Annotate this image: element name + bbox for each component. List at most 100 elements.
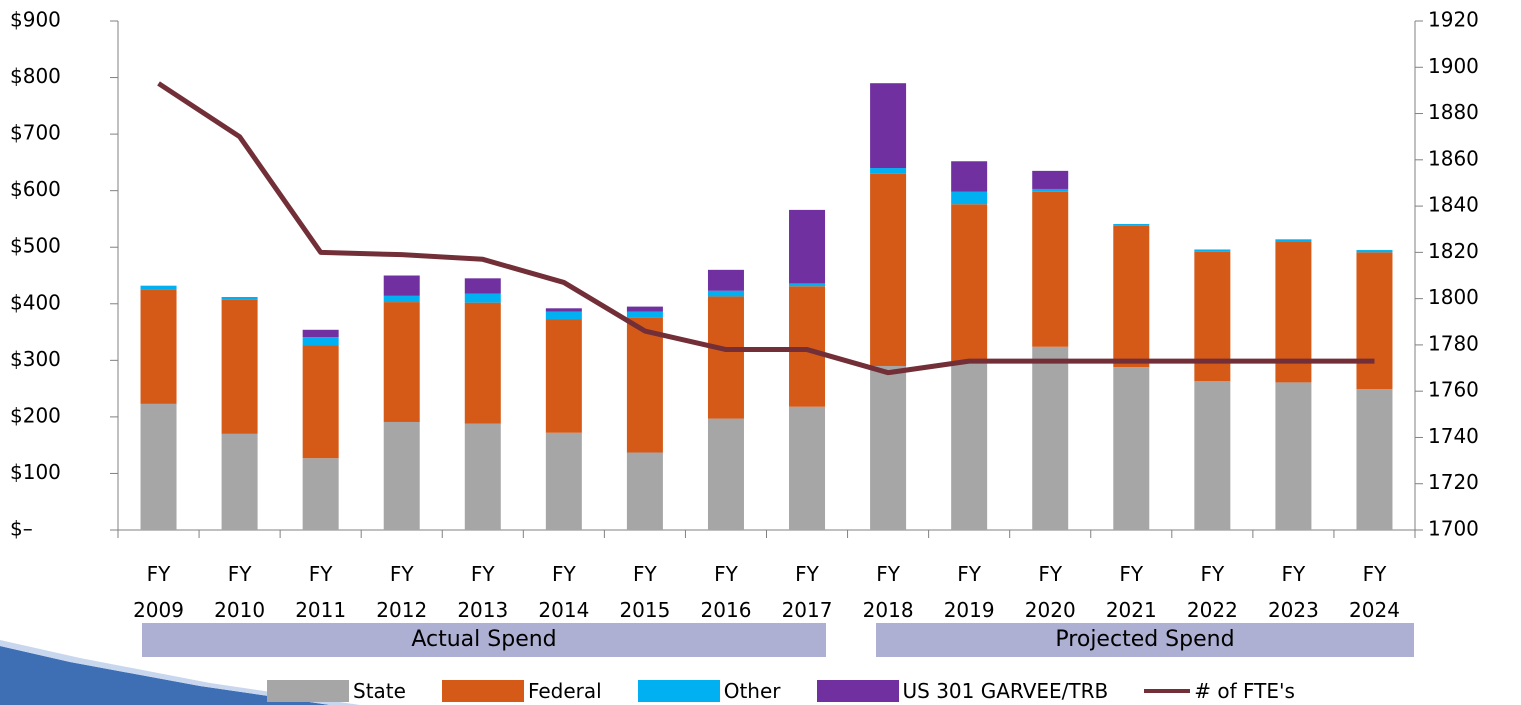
y2-tick-label: 1820 xyxy=(1428,239,1479,263)
bar-segment xyxy=(789,406,826,530)
legend-swatch xyxy=(816,680,899,702)
x-tick-label: FY 2012 xyxy=(376,562,428,622)
y2-tick-label: 1880 xyxy=(1428,100,1479,124)
legend-item: # of FTE's xyxy=(1144,678,1295,704)
legend-swatch xyxy=(267,680,349,702)
bar-segment xyxy=(464,293,501,303)
bar-segment xyxy=(545,311,582,320)
bar-segment xyxy=(870,365,907,530)
y2-tick-label: 1740 xyxy=(1428,424,1479,448)
bar-segment xyxy=(951,161,988,192)
bar-segment xyxy=(140,289,177,404)
bar-segment xyxy=(789,283,826,287)
bar-segment xyxy=(707,418,744,530)
y-tick-label: $700 xyxy=(10,121,61,145)
y-tick-label: $200 xyxy=(10,403,61,427)
y-tick-label: $800 xyxy=(10,64,61,88)
x-tick-label: FY 2013 xyxy=(457,562,509,622)
y2-tick-label: 1780 xyxy=(1428,331,1479,355)
y-tick-label: $900 xyxy=(10,8,61,32)
y-tick-label: $– xyxy=(10,517,33,541)
x-tick-label: FY 2024 xyxy=(1349,562,1400,622)
y-tick-label: $100 xyxy=(10,460,61,484)
bar-segment xyxy=(545,308,582,312)
legend-item: US 301 GARVEE/TRB xyxy=(816,678,1108,704)
x-tick-label: FY 2022 xyxy=(1186,562,1238,622)
annotation-band: Projected Spend xyxy=(876,623,1414,657)
bar-segment xyxy=(221,433,258,530)
x-tick-label: FY 2019 xyxy=(943,562,995,622)
bar-segment xyxy=(302,337,339,346)
x-tick-label: FY 2011 xyxy=(295,562,347,622)
legend-swatch xyxy=(637,680,720,702)
bar-segment xyxy=(383,275,420,296)
bar-segment xyxy=(464,302,501,424)
bar-segment xyxy=(1194,249,1231,252)
legend-swatch xyxy=(1144,689,1191,693)
decoration xyxy=(0,646,330,705)
x-tick-label: FY 2017 xyxy=(781,562,833,622)
bar-segment xyxy=(626,317,663,453)
bar-segment xyxy=(789,209,826,284)
x-tick-label: FY 2010 xyxy=(214,562,266,622)
bar-segment xyxy=(140,403,177,530)
bar-segment xyxy=(302,345,339,459)
y2-tick-label: 1760 xyxy=(1428,378,1479,402)
bar-segment xyxy=(464,423,501,530)
x-tick-label: FY 2016 xyxy=(700,562,752,622)
bar-segment xyxy=(383,295,420,303)
bar-segment xyxy=(1032,346,1069,530)
legend-label: State xyxy=(353,679,406,703)
x-tick-label: FY 2023 xyxy=(1267,562,1319,622)
bar-segment xyxy=(383,421,420,530)
y-tick-label: $600 xyxy=(10,177,61,201)
bar-segment xyxy=(870,173,907,366)
legend-item: Other xyxy=(637,678,781,704)
y-tick-label: $500 xyxy=(10,234,61,258)
y2-tick-label: 1860 xyxy=(1428,146,1479,170)
legend-label: Other xyxy=(723,679,781,703)
bar-segment xyxy=(1113,225,1150,368)
bar-segment xyxy=(1113,367,1150,530)
y2-tick-label: 1800 xyxy=(1428,285,1479,309)
bar-segment xyxy=(1032,188,1069,192)
y-tick-label: $400 xyxy=(10,290,61,314)
annotation-band: Actual Spend xyxy=(142,623,826,657)
bar-segment xyxy=(1194,381,1231,530)
bar-segment xyxy=(1356,389,1393,530)
bar-segment xyxy=(626,452,663,530)
bar-segment xyxy=(1275,382,1312,530)
bar-segment xyxy=(545,319,582,433)
bar-segment xyxy=(870,83,907,169)
bar-segment xyxy=(707,269,744,291)
x-tick-label: FY 2018 xyxy=(862,562,914,622)
bar-segment xyxy=(626,306,663,312)
y2-tick-label: 1700 xyxy=(1428,517,1479,541)
bar-segment xyxy=(302,329,339,338)
legend-swatch xyxy=(441,680,524,702)
x-tick-label: FY 2021 xyxy=(1105,562,1157,622)
legend: State Federal Other US 301 GARVEE/TRB # of F… xyxy=(267,678,1331,704)
bar-segment xyxy=(951,362,988,530)
legend-item: Federal xyxy=(441,678,602,704)
bar-segment xyxy=(302,458,339,530)
bar-segment xyxy=(221,299,258,434)
x-tick-label: FY 2009 xyxy=(133,562,184,622)
bar-segment xyxy=(1113,224,1150,226)
y2-tick-label: 1900 xyxy=(1428,54,1479,78)
bar-segment xyxy=(1032,191,1069,347)
legend-item: State xyxy=(267,678,406,704)
y2-tick-label: 1920 xyxy=(1428,8,1479,32)
bar-segment xyxy=(140,285,177,290)
y-tick-label: $300 xyxy=(10,347,61,371)
bar-segment xyxy=(951,191,988,205)
x-tick-label: FY 2020 xyxy=(1024,562,1076,622)
line xyxy=(157,81,1375,376)
bar-segment xyxy=(383,302,420,422)
bar-segment xyxy=(707,296,744,419)
legend-label: Federal xyxy=(527,679,602,703)
bar-segment xyxy=(789,286,826,407)
bar-segment xyxy=(870,168,907,174)
